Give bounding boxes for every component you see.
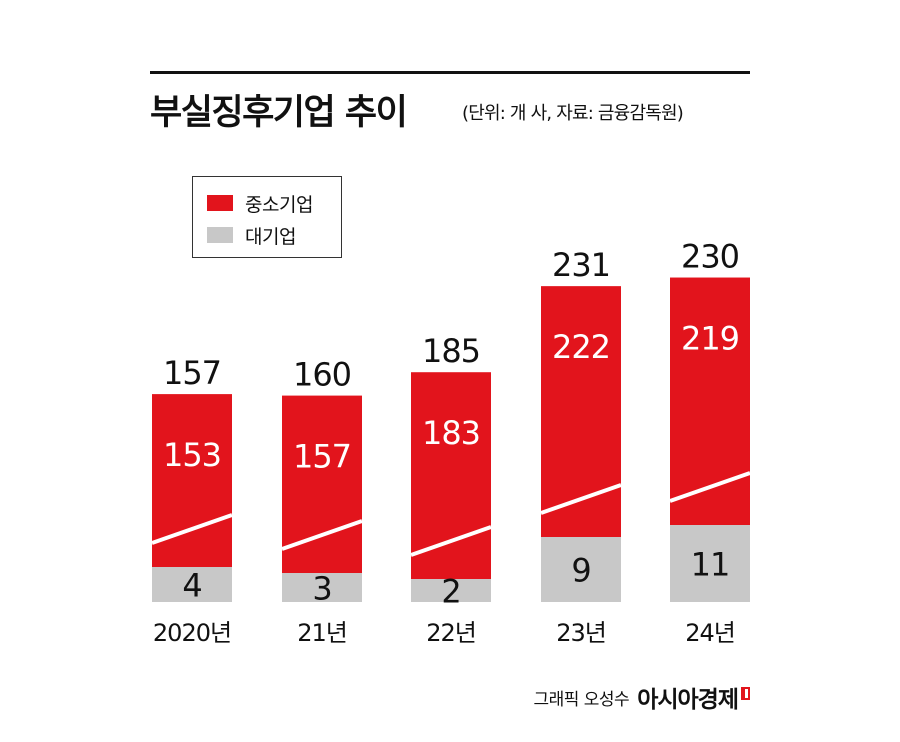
legend-item-large: 대기업 xyxy=(207,223,296,248)
data-label-large-0: 4 xyxy=(182,567,201,605)
data-label-large-1: 3 xyxy=(312,570,331,608)
bar-segment-large-2 xyxy=(411,579,491,602)
brand-mark-icon xyxy=(741,686,750,700)
bar-segment-large-1 xyxy=(282,573,362,602)
x-tick-label-2: 22년 xyxy=(426,619,476,647)
brand-logo: 아시아경제 xyxy=(637,687,739,713)
axis-break-1 xyxy=(281,519,363,551)
credit-text: 그래픽 오성수 xyxy=(533,689,630,710)
chart-title: 부실징후기업 추이 xyxy=(150,93,408,133)
data-label-total-0: 157 xyxy=(163,354,221,392)
data-label-total-4: 230 xyxy=(681,238,739,276)
data-label-sme-4: 219 xyxy=(681,320,739,358)
x-tick-label-4: 24년 xyxy=(685,619,735,647)
x-tick-label-3: 23년 xyxy=(556,619,606,647)
axis-break-4 xyxy=(669,471,751,503)
legend: 중소기업 대기업 xyxy=(192,176,342,258)
x-tick-label-1: 21년 xyxy=(297,619,347,647)
bar-segment-sme-2 xyxy=(411,372,491,579)
data-label-sme-0: 153 xyxy=(163,436,221,474)
legend-label-sme: 중소기업 xyxy=(245,193,313,216)
data-label-sme-2: 183 xyxy=(422,414,480,452)
legend-swatch-sme xyxy=(207,195,233,211)
x-tick-label-0: 2020년 xyxy=(153,619,231,647)
bar-segment-large-4 xyxy=(670,525,750,602)
bar-segment-large-0 xyxy=(152,567,232,602)
data-label-large-3: 9 xyxy=(571,552,590,590)
data-label-large-2: 2 xyxy=(441,573,460,611)
legend-swatch-large xyxy=(207,227,233,243)
chart-subtitle: (단위: 개 사, 자료: 금융감독원) xyxy=(462,103,684,124)
bar-segment-sme-4 xyxy=(670,277,750,525)
axis-break-3 xyxy=(540,483,622,515)
legend-item-sme: 중소기업 xyxy=(207,191,313,216)
axis-break-0 xyxy=(151,513,233,545)
data-label-sme-3: 222 xyxy=(552,328,610,366)
data-label-large-4: 11 xyxy=(691,546,730,584)
top-rule xyxy=(150,71,750,74)
data-label-total-2: 185 xyxy=(422,332,480,370)
axis-break-2 xyxy=(410,525,492,557)
credit: 그래픽 오성수 아시아경제 xyxy=(533,680,750,714)
data-label-sme-1: 157 xyxy=(293,438,351,476)
bar-segment-sme-3 xyxy=(541,286,621,537)
data-label-total-3: 231 xyxy=(552,246,610,284)
data-label-total-1: 160 xyxy=(293,356,351,394)
legend-label-large: 대기업 xyxy=(245,225,296,248)
bar-segment-large-3 xyxy=(541,537,621,602)
bar-segment-sme-0 xyxy=(152,394,232,567)
